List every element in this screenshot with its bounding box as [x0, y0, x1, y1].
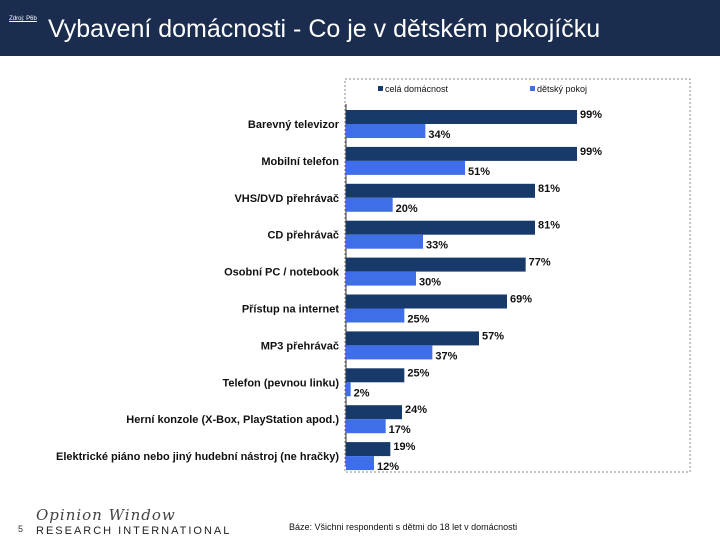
bar-kidsroom: [346, 124, 426, 138]
data-label: 69%: [510, 294, 532, 306]
category-label: CD přehrávač: [267, 230, 339, 242]
bar-kidsroom: [346, 345, 433, 360]
category-label: Přístup na internet: [242, 304, 340, 316]
data-label: 81%: [538, 183, 560, 195]
bar-kidsroom: [346, 160, 465, 175]
data-label: 24%: [405, 404, 427, 416]
page-title: Vybavení domácnosti - Co je v dětském po…: [48, 15, 601, 43]
source-label: Zdroj: P6b: [9, 16, 37, 22]
legend-swatch-1: [378, 86, 383, 91]
category-label: Herní konzole (X-Box, PlayStation apod.): [126, 414, 339, 426]
data-label: 34%: [428, 129, 450, 141]
bar-household: [346, 220, 535, 235]
bar-household: [346, 331, 479, 346]
data-label: 33%: [426, 240, 448, 252]
data-label: 37%: [435, 350, 457, 362]
bar-household: [346, 183, 535, 198]
category-label: Telefon (pevnou linku): [222, 377, 339, 389]
basis-note: Báze: Všichni respondenti s dětmi do 18 …: [289, 522, 518, 532]
data-label: 57%: [482, 330, 504, 342]
bar-kidsroom: [346, 271, 416, 286]
data-label: 81%: [538, 220, 560, 232]
data-label: 17%: [389, 424, 411, 436]
legend-label-2: dětský pokoj: [537, 84, 587, 94]
bar-household: [346, 442, 391, 457]
data-label: 25%: [407, 367, 429, 379]
header-bar: Zdroj: P6b Vybavení domácnosti - Co je v…: [0, 0, 720, 56]
logo-research-international: RESEARCH INTERNATIONAL: [36, 525, 232, 537]
bar-household: [346, 257, 526, 272]
bar-chart: celá domácnost dětský pokoj Barevný televi…: [56, 78, 691, 473]
bar-household: [346, 405, 402, 420]
bar-kidsroom: [346, 308, 405, 323]
category-label: Osobní PC / notebook: [224, 267, 340, 279]
legend-label-1: celá domácnost: [385, 84, 449, 94]
bar-kidsroom: [346, 234, 423, 249]
data-label: 20%: [396, 203, 418, 215]
bar-kidsroom: [346, 382, 351, 397]
category-label: Elektrické piáno nebo jiný hudební nástr…: [56, 451, 339, 463]
category-label: MP3 přehrávač: [261, 340, 339, 352]
data-label: 25%: [407, 314, 429, 326]
bar-kidsroom: [346, 419, 386, 434]
data-label: 19%: [393, 441, 415, 453]
plot-frame: [344, 78, 691, 473]
data-label: 99%: [580, 146, 602, 158]
bar-kidsroom: [346, 456, 374, 471]
data-label: 2%: [354, 387, 370, 399]
data-label: 12%: [377, 461, 399, 473]
data-label: 99%: [580, 109, 602, 121]
bar-household: [346, 146, 577, 161]
logo-opinion-window: Opinion Window: [36, 506, 176, 524]
category-label: Barevný televizor: [248, 119, 340, 131]
bar-household: [346, 110, 577, 124]
bar-kidsroom: [346, 197, 393, 212]
data-label: 51%: [468, 166, 490, 178]
legend-swatch-2: [530, 86, 535, 91]
bar-household: [346, 294, 507, 309]
bar-household: [346, 368, 405, 383]
page-number: 5: [18, 524, 24, 534]
category-label: VHS/DVD přehrávač: [234, 193, 339, 205]
data-label: 30%: [419, 277, 441, 289]
data-label: 77%: [529, 257, 551, 269]
category-label: Mobilní telefon: [261, 156, 339, 168]
